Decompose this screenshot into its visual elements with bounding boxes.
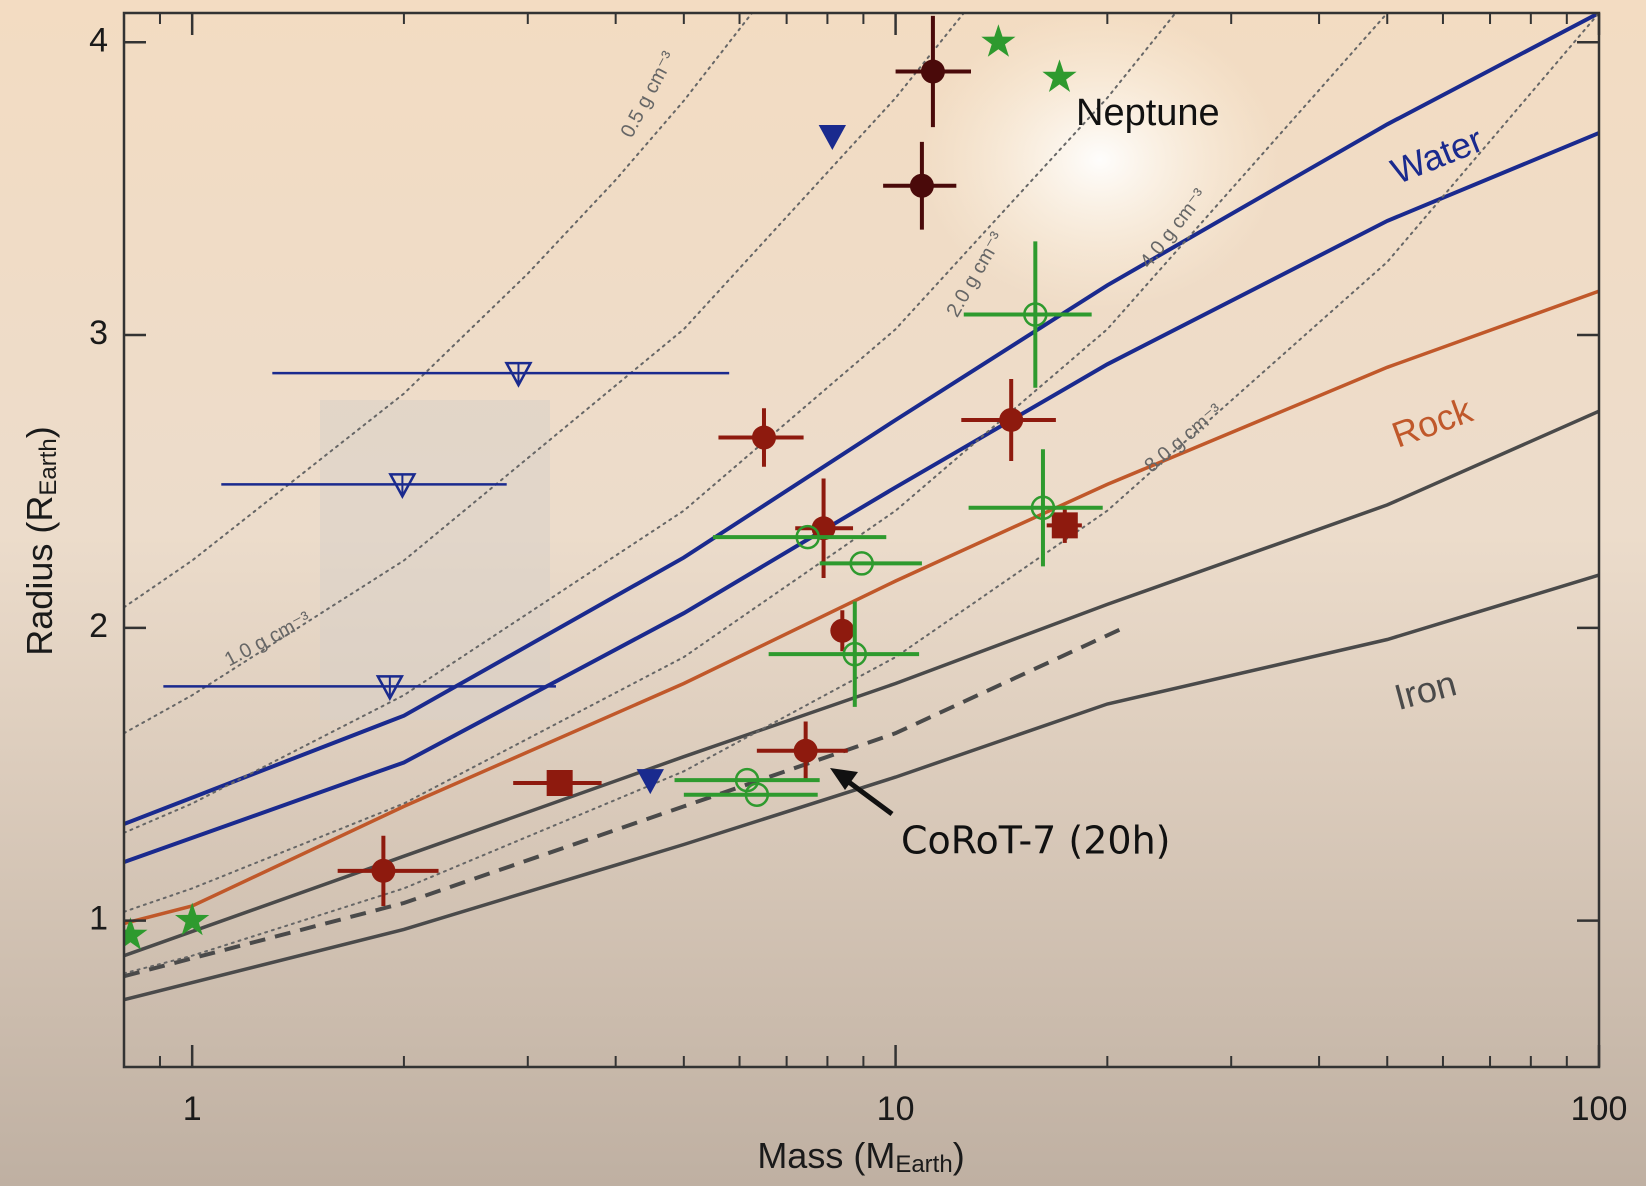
telescope-silhouette (320, 400, 550, 720)
x-tick-label: 100 (1571, 1090, 1628, 1128)
y-axis-label-part: ) (19, 426, 60, 438)
y-axis-label-part: Earth (35, 438, 62, 495)
annotation: CoRoT-7 (20h) (901, 819, 1171, 863)
planet-marker (910, 174, 934, 198)
annotation: Neptune (1076, 92, 1220, 134)
planet-marker (921, 60, 945, 84)
planet-marker (547, 770, 573, 796)
x-tick-label: 10 (877, 1090, 915, 1128)
planet-marker (1052, 512, 1078, 538)
planet-marker (752, 426, 776, 450)
y-axis-label-part: Radius (R (19, 496, 60, 656)
planet-marker (794, 739, 818, 763)
x-axis-label-part: ) (953, 1135, 965, 1176)
y-tick-label: 2 (89, 607, 108, 645)
x-axis-label-part: Mass (M (757, 1135, 895, 1176)
y-tick-label: 4 (89, 21, 108, 59)
planet-marker (999, 408, 1023, 432)
x-tick-label: 1 (183, 1090, 202, 1128)
y-tick-label: 1 (89, 900, 108, 938)
x-axis-label-part: Earth (895, 1151, 952, 1178)
planet-marker (830, 619, 854, 643)
chart: 1101001234Mass (MEarth)Radius (REarth)Ne… (0, 0, 1646, 1186)
planet-marker (371, 859, 395, 883)
y-tick-label: 3 (89, 314, 108, 352)
